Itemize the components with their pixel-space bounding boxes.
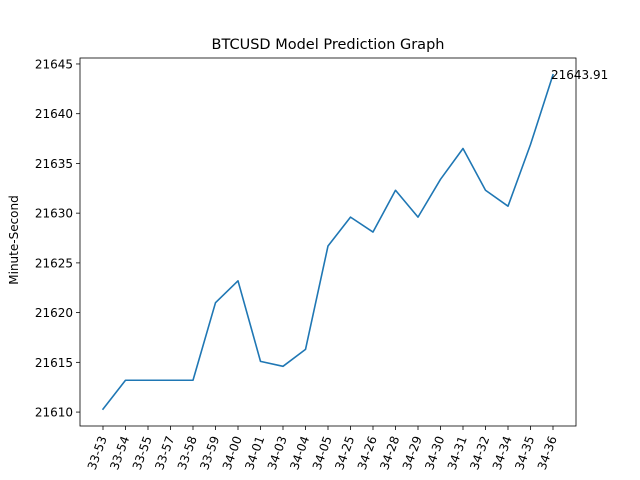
y-tick-label-0: 21610 bbox=[35, 406, 73, 420]
x-tick-label-5: 33-59 bbox=[197, 434, 222, 472]
x-tick-label-12: 34-26 bbox=[355, 434, 380, 472]
y-tick-label-1: 21615 bbox=[35, 356, 73, 370]
y-tick-label-2: 21620 bbox=[35, 306, 73, 320]
x-tick-label-3: 33-57 bbox=[152, 434, 177, 472]
x-tick-label-6: 34-00 bbox=[220, 434, 245, 472]
series-line-0 bbox=[101, 73, 555, 411]
x-tick-label-0: 33-53 bbox=[85, 434, 110, 472]
x-tick-label-8: 34-03 bbox=[265, 434, 290, 472]
x-tick-label-19: 34-35 bbox=[512, 434, 537, 472]
chart-title: BTCUSD Model Prediction Graph bbox=[212, 37, 445, 53]
x-tick-label-4: 33-58 bbox=[175, 434, 200, 472]
x-tick-label-15: 34-30 bbox=[422, 434, 447, 472]
last-value-annotation: 21643.91 bbox=[551, 68, 608, 82]
plot-frame bbox=[79, 57, 577, 427]
x-tick-label-16: 34-31 bbox=[445, 434, 470, 472]
x-tick-label-9: 34-04 bbox=[287, 434, 312, 472]
x-tick-label-7: 34-01 bbox=[242, 434, 267, 472]
y-axis-title: Minute-Second bbox=[7, 195, 21, 284]
y-tick-label-4: 21630 bbox=[35, 207, 73, 221]
x-tick-label-13: 34-28 bbox=[377, 434, 402, 472]
y-tick-label-3: 21625 bbox=[35, 256, 73, 270]
x-tick-label-2: 33-55 bbox=[130, 434, 155, 472]
y-tick-label-6: 21640 bbox=[35, 107, 73, 121]
x-tick-label-20: 34-36 bbox=[535, 434, 560, 472]
x-tick-label-11: 34-25 bbox=[332, 434, 357, 472]
y-tick-label-5: 21635 bbox=[35, 157, 73, 171]
x-tick-label-10: 34-05 bbox=[310, 434, 335, 472]
plot-area: 21610 21615 21620 21625 21630 21635 21640 21645… bbox=[35, 57, 608, 471]
y-tick-label-7: 21645 bbox=[35, 57, 73, 71]
x-tick-label-1: 33-54 bbox=[107, 434, 132, 472]
x-tick-label-18: 34-34 bbox=[490, 434, 515, 472]
x-tick-label-17: 34-32 bbox=[467, 434, 492, 472]
x-tick-label-14: 34-29 bbox=[400, 434, 425, 472]
